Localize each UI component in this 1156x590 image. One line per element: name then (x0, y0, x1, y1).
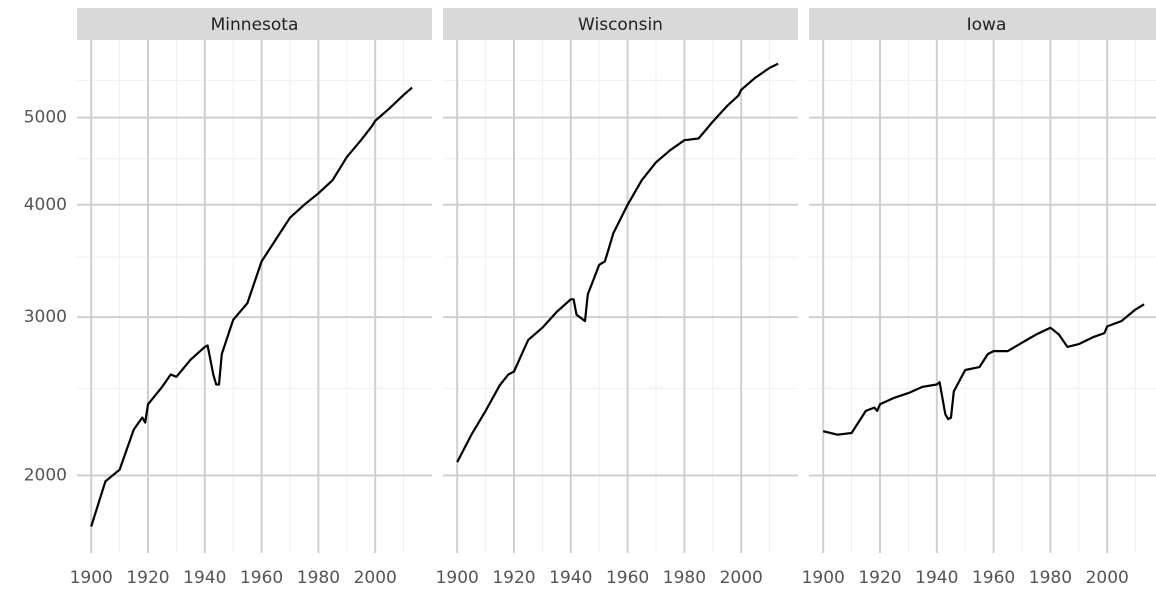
x-tick-label: 1900 (802, 568, 845, 588)
strip-title: Iowa (967, 15, 1007, 35)
x-tick-label: 1960 (606, 568, 649, 588)
x-tick-label: 1980 (663, 568, 706, 588)
x-tick-label: 1940 (549, 568, 592, 588)
y-tick-label: 3000 (24, 307, 67, 327)
x-tick-label: 1980 (297, 568, 340, 588)
strip-title: Wisconsin (578, 15, 663, 35)
x-tick-label: 1920 (858, 568, 901, 588)
x-tick-label: 1940 (915, 568, 958, 588)
x-tick-label: 2000 (720, 568, 763, 588)
y-tick-label: 5000 (24, 108, 67, 128)
strip-title: Minnesota (211, 15, 299, 35)
line (456, 62, 779, 463)
strip (809, 8, 1156, 40)
x-tick-label: 1960 (972, 568, 1015, 588)
x-tick-label: 1960 (240, 568, 283, 588)
y-tick-label: 2000 (24, 465, 67, 485)
x-tick-label: 1900 (436, 568, 479, 588)
x-tick-label: 1920 (492, 568, 535, 588)
line (822, 303, 1145, 436)
x-tick-label: 1920 (126, 568, 169, 588)
x-tick-label: 1940 (183, 568, 226, 588)
x-tick-label: 1900 (70, 568, 113, 588)
line (90, 86, 413, 527)
strip (443, 8, 798, 40)
x-tick-label: 2000 (354, 568, 397, 588)
strip (77, 8, 432, 40)
y-tick-label: 4000 (24, 195, 67, 215)
x-tick-label: 2000 (1086, 568, 1129, 588)
x-tick-label: 1980 (1029, 568, 1072, 588)
